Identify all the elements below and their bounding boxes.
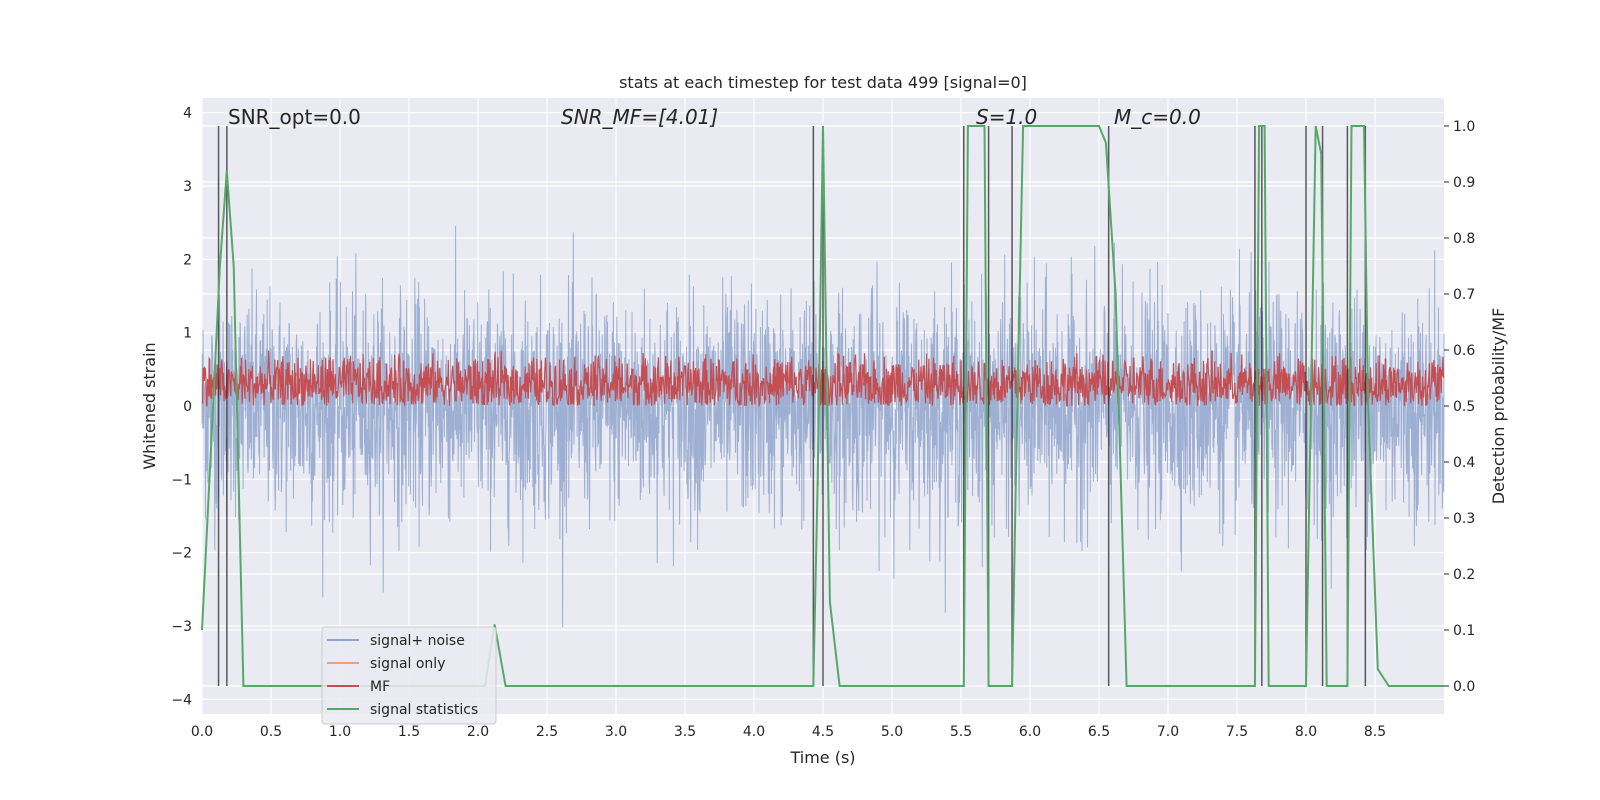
y-tick-label: −4	[171, 692, 192, 708]
x-tick-label: 2.0	[467, 724, 489, 740]
x-tick-label: 8.5	[1364, 724, 1386, 740]
y2-tick-label: 0.8	[1453, 231, 1475, 247]
x-tick-label: 6.0	[1019, 724, 1041, 740]
x-tick-label: 2.5	[536, 724, 558, 740]
x-tick-label: 0.5	[260, 724, 282, 740]
y2-ticks: 1.0 0.9 0.8 0.7 0.6 0.5 0.4 0.3 0.2 0.1 0.0	[1444, 119, 1475, 695]
y2-tick-label: 0.1	[1453, 623, 1475, 639]
annotation-mc: M_c=0.0	[1114, 105, 1201, 129]
annotation-snr-mf: SNR_MF=[4.01]	[561, 105, 718, 129]
x-tick-label: 4.5	[812, 724, 834, 740]
x-tick-label: 7.5	[1226, 724, 1248, 740]
y-tick-label: 1	[183, 326, 192, 342]
y2-tick-label: 0.9	[1453, 175, 1475, 191]
y-tick-label: 0	[183, 399, 192, 415]
y2-axis-label: Detection probability/MF	[1489, 308, 1508, 505]
x-tick-label: 1.0	[329, 724, 351, 740]
y2-tick-label: 0.7	[1453, 287, 1475, 303]
x-tick-label: 3.0	[605, 724, 627, 740]
chart-title: stats at each timestep for test data 499…	[619, 73, 1027, 92]
y-axis-label: Whitened strain	[140, 342, 159, 469]
y2-tick-label: 0.4	[1453, 455, 1475, 471]
legend-label-mf: MF	[370, 679, 390, 695]
y2-tick-label: 0.3	[1453, 511, 1475, 527]
y-ticks: 4 3 2 1 0 −1 −2 −3 −4	[171, 106, 192, 709]
x-tick-label: 7.0	[1157, 724, 1179, 740]
y-tick-label: 3	[183, 179, 192, 195]
y2-tick-label: 0.5	[1453, 399, 1475, 415]
y-tick-label: −1	[171, 472, 192, 488]
y2-tick-label: 0.0	[1453, 679, 1475, 695]
x-tick-label: 5.0	[881, 724, 903, 740]
x-ticks: 0.0 0.5 1.0 1.5 2.0 2.5 3.0 3.5 4.0 4.5 5.0 5.5 6.0 6…	[191, 724, 1386, 740]
y-tick-label: 2	[183, 252, 192, 268]
legend-label-signal-only: signal only	[370, 656, 445, 672]
legend-label-signal-statistics: signal statistics	[370, 702, 478, 718]
legend-label-signal-noise: signal+ noise	[370, 633, 465, 649]
x-tick-label: 4.0	[743, 724, 765, 740]
x-axis-label: Time (s)	[789, 748, 855, 767]
y2-tick-label: 0.6	[1453, 343, 1475, 359]
legend: signal+ noise signal only MF signal stat…	[321, 626, 497, 725]
x-tick-label: 5.5	[950, 724, 972, 740]
annotation-snr-opt: SNR_opt=0.0	[228, 105, 361, 129]
y-tick-label: 4	[183, 106, 192, 122]
x-tick-label: 8.0	[1295, 724, 1317, 740]
annotation-s: S=1.0	[976, 105, 1037, 129]
y2-tick-label: 1.0	[1453, 119, 1475, 135]
legend-box	[321, 626, 497, 725]
y-tick-label: −3	[171, 619, 192, 635]
x-tick-label: 1.5	[398, 724, 420, 740]
x-tick-label: 6.5	[1088, 724, 1110, 740]
x-tick-label: 0.0	[191, 724, 213, 740]
y2-tick-label: 0.2	[1453, 567, 1475, 583]
x-tick-label: 3.5	[674, 724, 696, 740]
y-tick-label: −2	[171, 546, 192, 562]
